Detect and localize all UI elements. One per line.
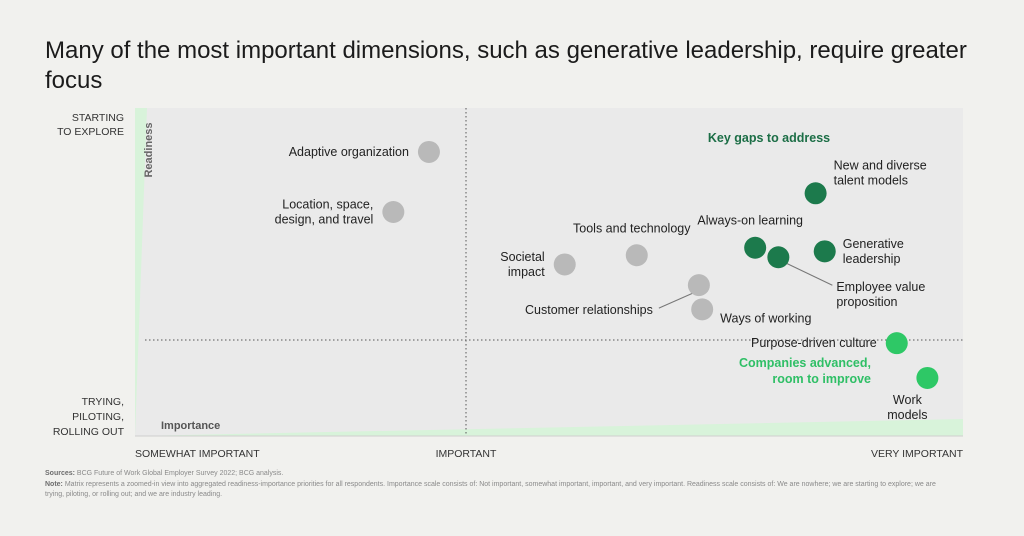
data-point [813,240,836,263]
note-label: Note: [45,481,63,488]
y-tick-label: PILOTING, [72,411,124,423]
data-point [382,200,405,223]
point-label: Adaptive organization [289,145,409,159]
data-point [804,182,827,205]
data-point [691,298,714,321]
readiness-axis-band [135,108,147,436]
leader-line [658,292,694,309]
x-tick-label: IMPORTANT [436,448,497,460]
plot-area [135,108,963,436]
quadrant-label-advanced: Companies advanced, [739,356,871,370]
data-point [916,366,939,389]
data-point [625,244,648,267]
data-point [744,236,767,259]
data-point [885,332,908,355]
data-point [767,246,790,269]
point-label: proposition [836,295,897,309]
quadrant-label-key-gaps: Key gaps to address [708,131,830,145]
y-tick-label: ROLLING OUT [53,426,125,438]
sources-footnote: Sources: BCG Future of Work Global Emplo… [45,469,945,479]
point-label: New and diverse [834,158,927,172]
note-text: Matrix represents a zoomed-in view into … [45,481,936,498]
point-label: Location, space, [282,197,373,211]
importance-axis-band [135,419,963,436]
point-label: Always-on learning [697,214,803,228]
point-label: Purpose-driven culture [751,336,877,350]
point-label: impact [508,265,545,279]
point-label: talent models [834,173,908,187]
sources-label: Sources: [45,470,75,477]
point-label: leadership [843,252,901,266]
y-tick-label: TO EXPLORE [57,126,124,138]
x-axis-title: Importance [161,420,220,432]
y-tick-label: TRYING, [82,396,124,408]
chart-title: Many of the most important dimensions, s… [45,37,967,94]
data-point [553,253,576,276]
x-tick-label: VERY IMPORTANT [871,448,964,460]
quadrant-label-advanced: room to improve [772,372,871,386]
point-label: Customer relationships [525,303,653,317]
point-label: Tools and technology [573,221,691,235]
point-label: models [887,408,927,422]
point-label: Ways of working [720,311,811,325]
point-label: Employee value [836,280,925,294]
data-point [417,140,440,163]
point-label: Generative [843,237,904,251]
leader-line [786,262,833,286]
note-footnote: Note: Matrix represents a zoomed-in view… [45,480,945,500]
y-tick-label: STARTING [72,112,124,124]
x-tick-label: SOMEWHAT IMPORTANT [135,448,260,460]
data-point [687,274,710,297]
point-label: Societal [500,250,544,264]
point-label: Work [893,393,923,407]
point-label: design, and travel [275,212,374,226]
sources-text: BCG Future of Work Global Employer Surve… [76,470,284,477]
y-axis-title: Readiness [143,122,155,177]
